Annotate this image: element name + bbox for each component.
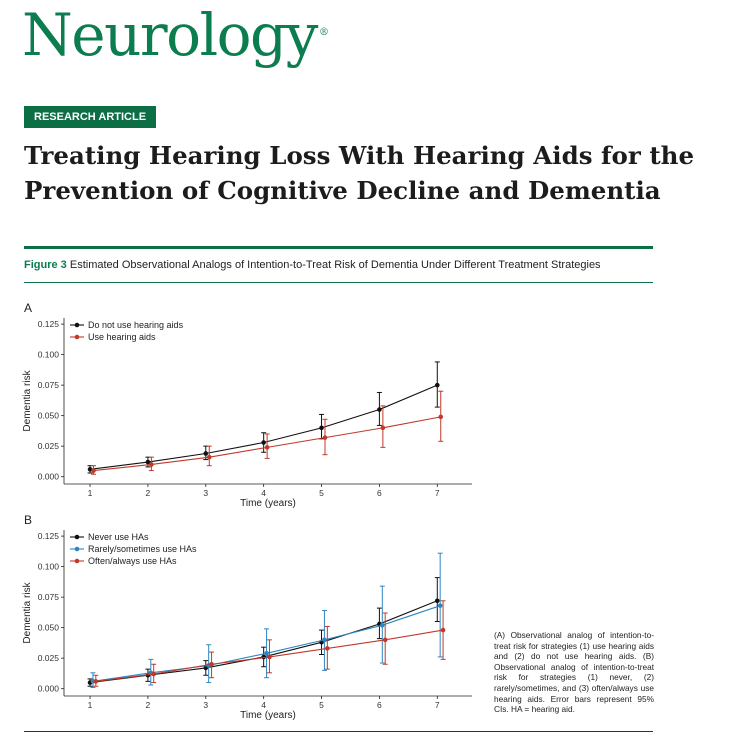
data-point: [93, 679, 99, 684]
legend-swatch-point: [74, 334, 80, 340]
data-point: [203, 451, 209, 456]
data-point: [438, 414, 444, 420]
y-tick-label: 0.025: [38, 441, 60, 451]
data-point: [382, 637, 388, 643]
y-tick-label: 0.050: [38, 411, 60, 421]
data-point: [261, 440, 266, 445]
data-point: [380, 425, 386, 431]
data-point: [264, 445, 270, 450]
data-point: [322, 637, 327, 643]
x-axis-title: Time (years): [240, 710, 296, 721]
divider-bottom: [24, 731, 653, 732]
figure-label: Figure 3: [24, 259, 67, 271]
data-point: [149, 462, 154, 467]
x-tick-label: 3: [203, 488, 208, 498]
divider-top: [24, 246, 653, 249]
data-point: [440, 627, 446, 633]
legend-swatch-point: [74, 558, 80, 564]
data-point: [319, 425, 324, 431]
x-tick-label: 3: [203, 700, 208, 710]
x-tick-label: 5: [319, 700, 324, 710]
y-tick-label: 0.075: [38, 380, 60, 390]
data-point: [209, 661, 214, 667]
data-point: [325, 646, 330, 651]
data-point: [267, 654, 272, 660]
y-tick-label: 0.000: [38, 472, 60, 482]
y-tick-label: 0.125: [38, 531, 60, 541]
x-tick-label: 2: [146, 488, 151, 498]
data-point: [151, 671, 157, 677]
article-type-badge: RESEARCH ARTICLE: [24, 106, 157, 128]
x-tick-label: 7: [435, 700, 440, 710]
panel-label: A: [24, 301, 32, 315]
panel-label: B: [24, 513, 32, 527]
data-point: [322, 435, 328, 440]
registered-mark: ®: [318, 27, 329, 38]
series-0: [87, 361, 440, 474]
divider-middle: [24, 282, 653, 283]
series-1: [91, 390, 444, 475]
data-point: [91, 468, 96, 473]
figure-caption-text: Estimated Observational Analogs of Inten…: [69, 259, 601, 271]
x-tick-label: 6: [377, 488, 382, 498]
chart-panel-a: A 0.000 0.025 0.050 0.075 0.100 0.125 1 2 3 4 5 6 7 Ti…: [22, 301, 472, 509]
x-tick-label: 6: [377, 700, 382, 710]
legend: Never use HAs Rarely/sometimes use HAs Oft…: [70, 532, 197, 566]
data-point: [264, 650, 269, 656]
data-point: [87, 467, 93, 472]
data-point: [145, 459, 151, 465]
x-tick-label: 2: [146, 700, 151, 710]
legend-swatch-point: [74, 546, 80, 552]
y-tick-label: 0.100: [38, 350, 60, 360]
x-axis-title: Time (years): [240, 498, 296, 509]
y-tick-label: 0.025: [38, 653, 60, 663]
y-tick-label: 0.125: [38, 319, 60, 329]
y-tick-label: 0.100: [38, 562, 60, 572]
figure-caption: Figure 3 Estimated Observational Analogs…: [24, 259, 664, 271]
y-axis-title: Dementia risk: [22, 581, 33, 643]
legend: Do not use hearing aids Use hearing aids: [70, 320, 184, 342]
x-tick-label: 7: [435, 488, 440, 498]
y-tick-label: 0.050: [38, 623, 60, 633]
legend-swatch-point: [74, 534, 80, 540]
x-tick-label: 4: [261, 488, 266, 498]
data-point: [434, 382, 440, 388]
legend-label: Use hearing aids: [88, 332, 156, 342]
data-point: [206, 454, 212, 460]
legend-label: Rarely/sometimes use HAs: [88, 544, 197, 554]
chart-panel-b: B 0.000 0.025 0.050 0.075 0.100 0.125 1 2 3 4 5 6 7 Ti…: [22, 513, 472, 721]
x-tick-label: 5: [319, 488, 324, 498]
data-point: [437, 603, 443, 608]
x-tick-label: 1: [88, 488, 93, 498]
y-tick-label: 0.000: [38, 684, 60, 694]
legend-swatch-point: [74, 322, 80, 328]
series-0: [87, 577, 440, 687]
journal-logo: Neurology ®: [22, 6, 329, 64]
data-point: [377, 407, 382, 412]
data-point: [434, 598, 440, 604]
legend-label: Do not use hearing aids: [88, 320, 184, 330]
legend-label: Never use HAs: [88, 532, 149, 542]
x-tick-label: 4: [261, 700, 266, 710]
y-axis-title: Dementia risk: [22, 369, 33, 431]
figure-note: (A) Observational analog of intention-to…: [494, 630, 654, 715]
x-tick-label: 1: [88, 700, 93, 710]
y-tick-label: 0.075: [38, 592, 60, 602]
data-point: [379, 622, 385, 628]
legend-label: Often/always use HAs: [88, 556, 177, 566]
article-title: Treating Hearing Loss With Hearing Aids …: [24, 141, 695, 205]
series-2: [93, 600, 446, 687]
journal-name: Neurology: [22, 1, 318, 69]
